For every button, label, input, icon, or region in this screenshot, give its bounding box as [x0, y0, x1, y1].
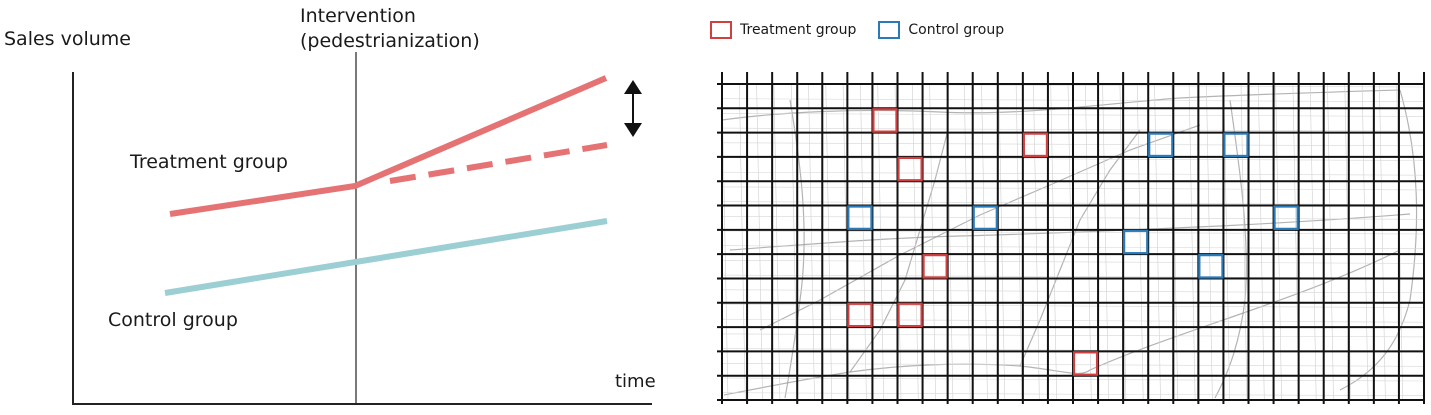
did-diagram: [72, 52, 652, 405]
map-street: [998, 83, 1006, 401]
control-cell: [847, 205, 873, 230]
map-street: [808, 83, 815, 401]
map-street: [929, 83, 936, 401]
control-group-label: Control group: [108, 309, 238, 331]
map-street: [1361, 83, 1369, 401]
map-street: [912, 83, 919, 401]
map-street: [1379, 83, 1386, 401]
map-street: [1050, 83, 1057, 401]
map-street: [790, 83, 798, 401]
map-street: [1154, 83, 1161, 401]
map-street: [1188, 83, 1196, 401]
selected-cells: [847, 108, 1299, 376]
map-street: [981, 83, 988, 401]
treatment-swatch-icon: [710, 21, 732, 39]
map-street: [877, 83, 884, 401]
y-axis-label: Sales volume: [4, 28, 131, 50]
map-street: [773, 83, 781, 401]
effect-double-arrow: [624, 80, 642, 137]
control-cell: [1123, 229, 1149, 255]
map-road: [759, 124, 1201, 331]
intervention-label-line1: Intervention: [300, 5, 416, 27]
map-street: [1309, 83, 1317, 401]
treatment-group-label: Treatment group: [130, 151, 288, 173]
map-street: [756, 83, 763, 401]
map-street: [739, 83, 746, 401]
map-street: [1033, 83, 1040, 401]
map-street: [825, 83, 833, 401]
map-street: [1136, 83, 1144, 401]
map-street: [1240, 83, 1248, 401]
map-street: [963, 83, 971, 401]
treatment-cell: [1022, 132, 1049, 158]
control-cell: [972, 205, 998, 230]
legend-label-control: Control group: [908, 22, 1005, 38]
control-group-line: [164, 218, 608, 296]
map-street: [1206, 83, 1213, 401]
map-street: [1275, 83, 1282, 401]
control-cell: [1198, 254, 1224, 279]
legend-label-treatment: Treatment group: [740, 22, 857, 38]
map-road: [1339, 89, 1418, 391]
map-legend: Treatment group Control group: [710, 18, 1004, 42]
legend-item-treatment: Treatment group: [710, 21, 856, 39]
map-street: [1102, 83, 1109, 401]
map-street: [860, 83, 867, 401]
grid-lines: [717, 72, 1425, 404]
intervention-label-line2: (pedestrianization): [300, 30, 480, 52]
treatment-cell: [922, 254, 948, 279]
treatment-cell: [897, 156, 923, 182]
map-street: [1085, 83, 1092, 401]
treatment-cell: [897, 302, 923, 328]
control-cell: [1223, 132, 1249, 158]
map-street: [1223, 83, 1230, 401]
map-street: [1327, 83, 1334, 401]
x-axis-label: time: [615, 371, 656, 392]
treatment-cell: [847, 302, 873, 328]
treatment-group-line: [169, 75, 608, 217]
control-cell: [1148, 132, 1174, 158]
control-swatch-icon: [878, 21, 901, 39]
treatment-cell: [872, 108, 898, 133]
map-street: [1015, 83, 1023, 401]
intervention-label: Intervention (pedestrianization): [300, 4, 480, 54]
legend-item-control: Control group: [878, 21, 1004, 39]
map-street: [1258, 83, 1265, 401]
treatment-cell: [1072, 351, 1099, 376]
control-cell: [1273, 205, 1299, 230]
